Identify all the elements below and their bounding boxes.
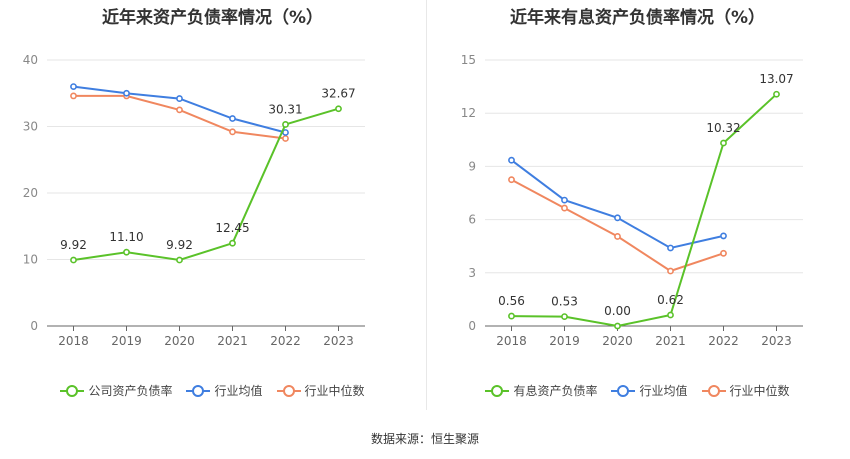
legend-marker-icon [611, 384, 636, 397]
data-point [720, 249, 727, 257]
data-point [561, 313, 568, 321]
legend-marker-icon [701, 384, 726, 397]
data-label: 10.32 [706, 121, 740, 135]
data-point [720, 139, 727, 147]
y-tick-label: 0 [468, 319, 476, 333]
legend-marker-icon [276, 384, 301, 397]
data-label: 9.92 [166, 238, 193, 252]
x-tick-label: 2018 [58, 334, 89, 348]
data-point [229, 128, 236, 136]
y-tick-label: 30 [23, 120, 38, 134]
y-tick-label: 6 [468, 213, 476, 227]
x-tick-label: 2019 [549, 334, 580, 348]
legend-item[interactable]: 行业均值 [611, 382, 688, 399]
x-tick-label: 2023 [323, 334, 354, 348]
data-label: 11.10 [109, 230, 143, 244]
y-tick-label: 0 [30, 319, 38, 333]
data-point [720, 232, 727, 240]
data-point [667, 244, 674, 252]
data-label: 0.53 [551, 295, 578, 309]
x-tick-label: 2023 [761, 334, 792, 348]
data-source-note: 数据来源：恒生聚源 [370, 432, 479, 446]
chart-plot-area: 0 3 6 9 12 15 2018 2019 2020 2021 2022 2023 0.56 0.53… [461, 53, 803, 348]
legend-marker-icon [186, 384, 211, 397]
x-tick-label: 2022 [270, 334, 301, 348]
legend-label: 公司资产负债率 [88, 384, 173, 398]
legend-item[interactable]: 行业中位数 [701, 382, 790, 399]
legend-item[interactable]: 行业均值 [186, 382, 263, 399]
x-tick-label: 2022 [708, 334, 739, 348]
data-point [282, 121, 289, 128]
legend-marker-icon [485, 384, 510, 397]
data-point [508, 176, 515, 184]
series-line [511, 178, 724, 273]
data-point [176, 256, 183, 264]
legend-label: 行业均值 [214, 384, 263, 398]
data-point [123, 89, 130, 97]
data-point [229, 115, 236, 122]
x-tick-label: 2020 [602, 334, 633, 348]
chart-panel-debt-ratio: 近年来资产负债率情况（%） 0 10 20 30 40 2018 2019 2020 2021 2… [0, 0, 425, 420]
legend-item[interactable]: 有息资产负债率 [485, 382, 597, 399]
legend-label: 行业均值 [639, 384, 688, 398]
y-tick-label: 10 [23, 253, 38, 267]
data-label: 32.67 [321, 87, 355, 101]
legend-label: 行业中位数 [304, 384, 365, 398]
y-tick-label: 15 [461, 53, 476, 67]
chart-legend: 公司资产负债率 行业均值 行业中位数 [0, 382, 425, 399]
data-point [508, 156, 515, 164]
panel-divider [426, 0, 427, 410]
legend-label: 行业中位数 [729, 384, 790, 398]
x-tick-label: 2021 [217, 334, 248, 348]
data-point [335, 105, 342, 113]
series-line [73, 94, 286, 140]
data-point [614, 233, 621, 240]
data-label: 0.00 [604, 304, 631, 318]
series-line [73, 107, 339, 262]
legend-item[interactable]: 行业中位数 [276, 382, 365, 399]
series-line [511, 93, 778, 328]
data-label: 12.45 [215, 221, 249, 235]
data-point [70, 92, 77, 100]
chart-plot-area: 0 10 20 30 40 2018 2019 2020 2021 2022 2023 9.92 11.… [23, 53, 365, 348]
data-point [561, 204, 568, 212]
data-point [508, 312, 515, 320]
data-label: 13.07 [759, 72, 793, 86]
data-point [773, 90, 780, 98]
legend-label: 有息资产负债率 [513, 384, 598, 398]
data-point [282, 135, 289, 142]
legend-marker-icon [60, 384, 85, 397]
x-tick-label: 2019 [111, 334, 142, 348]
x-tick-label: 2018 [496, 334, 527, 348]
data-point [70, 256, 77, 264]
chart-title: 近年来有息资产负债率情况（%） [509, 8, 766, 28]
data-point [614, 322, 621, 330]
x-tick-label: 2021 [655, 334, 686, 348]
data-point [176, 95, 183, 102]
chart-title: 近年来资产负债率情况（%） [101, 8, 324, 28]
data-label: 0.62 [657, 293, 684, 307]
data-point [614, 214, 621, 222]
data-label: 9.92 [60, 238, 87, 252]
y-tick-label: 40 [23, 53, 38, 67]
x-tick-label: 2020 [164, 334, 195, 348]
chart-legend: 有息资产负债率 行业均值 行业中位数 [425, 382, 850, 399]
data-point [70, 83, 77, 90]
y-tick-label: 12 [461, 106, 476, 120]
data-point [667, 267, 674, 275]
data-point [176, 106, 183, 114]
data-point [561, 196, 568, 204]
data-label: 30.31 [268, 102, 302, 116]
data-label: 0.56 [498, 294, 525, 308]
chart-panel-interest-debt-ratio: 近年来有息资产负债率情况（%） 0 3 6 9 12 15 2018 2019 2020 2021… [425, 0, 850, 420]
data-point [667, 311, 674, 319]
y-tick-label: 20 [23, 186, 38, 200]
y-tick-label: 9 [468, 159, 476, 173]
data-point [229, 239, 236, 247]
legend-item[interactable]: 公司资产负债率 [60, 382, 172, 399]
data-point [123, 248, 130, 256]
y-tick-label: 3 [468, 266, 476, 280]
